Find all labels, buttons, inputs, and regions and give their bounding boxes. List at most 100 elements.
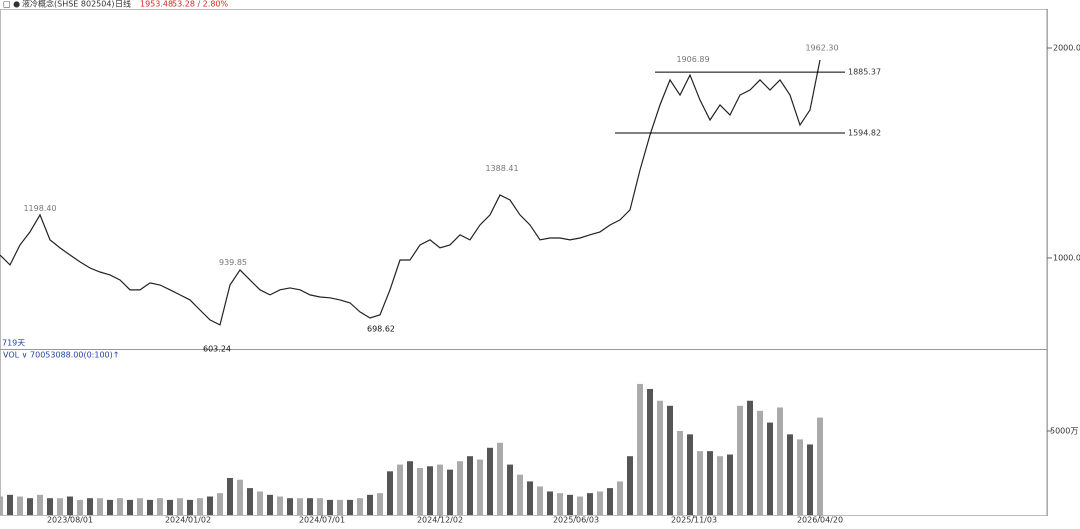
- volume-bar: [577, 496, 583, 515]
- volume-bar: [667, 405, 673, 515]
- x-tick-label: 2024/12/02: [417, 516, 463, 525]
- annotation: 603.24: [203, 345, 231, 354]
- volume-bar: [717, 456, 723, 515]
- volume-bar: [27, 498, 33, 515]
- vol-label: VOL ∨ 70053088.00(0:100)↑: [3, 351, 119, 360]
- volume-bar: [757, 410, 763, 515]
- volume-bar: [617, 481, 623, 515]
- volume-bar: [17, 496, 23, 515]
- volume-bar: [797, 439, 803, 515]
- volume-bar: [417, 467, 423, 515]
- volume-bar: [527, 481, 533, 515]
- volume-bar: [697, 451, 703, 515]
- volume-bar: [167, 499, 173, 515]
- volume-bar: [257, 491, 263, 515]
- y2-tick-label: 5000万: [1050, 426, 1078, 435]
- volume-bar: [677, 430, 683, 515]
- volume-bar: [727, 454, 733, 515]
- volume-bar: [227, 478, 233, 515]
- volume-bar: [157, 498, 163, 515]
- volume-bar: [747, 400, 753, 515]
- volume-bar: [237, 479, 243, 515]
- volume-bar: [267, 494, 273, 515]
- volume-bar: [457, 461, 463, 515]
- y-tick-label: 1000.00: [1053, 253, 1080, 262]
- volume-bar: [0, 496, 3, 515]
- volume-bar: [507, 464, 513, 515]
- volume-bar: [317, 498, 323, 515]
- volume-bar: [97, 498, 103, 515]
- volume-bar: [127, 499, 133, 515]
- volume-bar: [347, 499, 353, 515]
- volume-bar: [387, 471, 393, 515]
- volume-bar: [477, 459, 483, 515]
- annotation: 1962.30: [805, 43, 838, 52]
- volume-bar: [557, 493, 563, 515]
- volume-bar: [217, 493, 223, 515]
- annotation: 698.62: [367, 325, 395, 334]
- volume-bar: [297, 498, 303, 515]
- frame: [0, 9, 1048, 516]
- header-name: 液冷概念(SHSE 802504): [22, 0, 115, 9]
- volume-bar: [337, 499, 343, 515]
- x-tick-label: 2024/01/02: [165, 516, 211, 525]
- volume-bar: [147, 499, 153, 515]
- volume-bar: [487, 447, 493, 515]
- volume-bar: [657, 400, 663, 515]
- volume-bar: [437, 464, 443, 515]
- volume-bar: [817, 417, 823, 515]
- x-tick-label: 2025/06/03: [553, 516, 599, 525]
- volume-bar: [287, 498, 293, 515]
- header-icon: □ ●: [3, 0, 20, 9]
- volume-bar: [247, 488, 253, 515]
- annotation: 939.85: [219, 258, 247, 267]
- volume-bar: [547, 491, 553, 515]
- volume-bar: [87, 498, 93, 515]
- volume-bar: [277, 496, 283, 515]
- volume-bar: [177, 498, 183, 515]
- level-label: 1594.82: [848, 129, 881, 138]
- volume-bar: [647, 388, 653, 515]
- volume-bar: [117, 498, 123, 515]
- volume-bar: [497, 442, 503, 515]
- header-change: 53.28 / 2.80%: [172, 0, 228, 9]
- volume-bar: [777, 407, 783, 515]
- volume-bar: [767, 422, 773, 515]
- volume-bar: [307, 498, 313, 515]
- volume-bar: [447, 469, 453, 515]
- volume-bar: [37, 494, 43, 515]
- volume-bar: [7, 494, 13, 515]
- x-tick-label: 2025/11/03: [671, 516, 717, 525]
- volume-bar: [377, 493, 383, 515]
- volume-bar: [107, 499, 113, 515]
- volume-bar: [47, 498, 53, 515]
- annotation: 1906.89: [676, 55, 709, 64]
- volume-bar: [67, 496, 73, 515]
- annotation: 1388.41: [485, 164, 518, 173]
- volume-bar: [737, 405, 743, 515]
- volume-bar: [357, 498, 363, 515]
- header-period: 日线: [115, 0, 131, 9]
- x-tick-label: 2026/04/20: [797, 516, 843, 525]
- volume-bar: [77, 499, 83, 515]
- volume-bar: [587, 493, 593, 515]
- volume-bar: [517, 474, 523, 515]
- volume-bar: [427, 466, 433, 515]
- volume-bar: [137, 498, 143, 515]
- volume-bar: [207, 496, 213, 515]
- volume-bar: [397, 464, 403, 515]
- days-label: 719天: [2, 339, 25, 348]
- y-tick-label: 2000.00: [1053, 43, 1080, 52]
- annotation: 1198.40: [23, 204, 56, 213]
- x-tick-label: 2023/08/01: [47, 516, 93, 525]
- volume-bar: [597, 491, 603, 515]
- volume-bar: [57, 498, 63, 515]
- volume-bar: [467, 456, 473, 515]
- x-tick-label: 2024/07/01: [299, 516, 345, 525]
- volume-bar: [327, 499, 333, 515]
- volume-bar: [807, 444, 813, 515]
- volume-bar: [627, 456, 633, 515]
- volume-bar: [567, 494, 573, 515]
- header-price: 1953.48: [140, 0, 173, 9]
